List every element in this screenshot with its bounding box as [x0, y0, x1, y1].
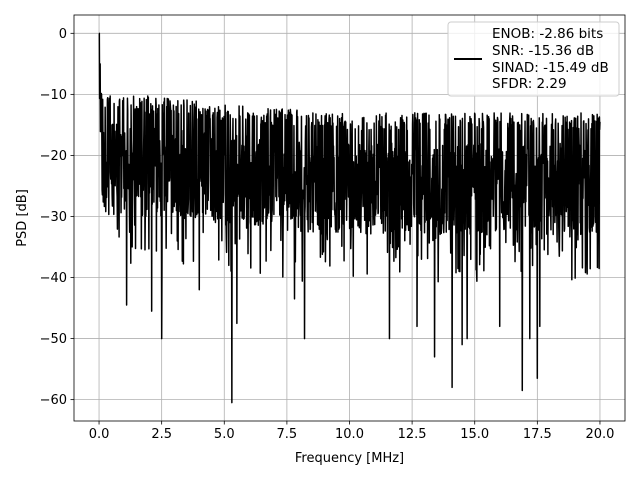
x-tick-label: 0.0 — [89, 427, 110, 442]
y-tick-label: −30 — [40, 210, 67, 225]
y-tick-label: −50 — [40, 332, 67, 347]
x-tick-label: 5.0 — [214, 427, 235, 442]
legend-line-enob: ENOB: -2.86 bits — [492, 26, 603, 42]
legend-line-sfdr: SFDR: 2.29 — [492, 76, 567, 92]
y-axis-ticks: 0 −10 −20 −30 −40 −50 −60 — [40, 27, 74, 408]
legend-line-sinad: SINAD: -15.49 dB — [492, 60, 609, 76]
y-tick-label: −20 — [40, 149, 67, 164]
x-tick-label: 20.0 — [585, 427, 614, 442]
legend-box — [447, 21, 620, 97]
psd-series-line — [98, 32, 601, 404]
x-axis-title: Frequency [MHz] — [295, 451, 404, 466]
y-tick-label: −60 — [40, 393, 67, 408]
x-tick-label: 7.5 — [277, 427, 298, 442]
legend: ENOB: -2.86 bits SNR: -15.36 dB SINAD: -… — [447, 21, 620, 97]
x-tick-label: 2.5 — [151, 427, 172, 442]
x-tick-label: 15.0 — [460, 427, 489, 442]
series-layer — [98, 32, 601, 404]
y-axis-title: PSD [dB] — [15, 189, 30, 247]
x-tick-label: 12.5 — [398, 427, 427, 442]
y-tick-label: 0 — [59, 27, 67, 42]
x-tick-label: 10.0 — [335, 427, 364, 442]
x-axis-ticks: 0.0 2.5 5.0 7.5 10.0 12.5 15.0 17.5 20.0 — [89, 421, 614, 442]
x-tick-label: 17.5 — [523, 427, 552, 442]
y-tick-label: −40 — [40, 271, 67, 286]
y-tick-label: −10 — [40, 88, 67, 103]
legend-line-snr: SNR: -15.36 dB — [492, 43, 594, 59]
